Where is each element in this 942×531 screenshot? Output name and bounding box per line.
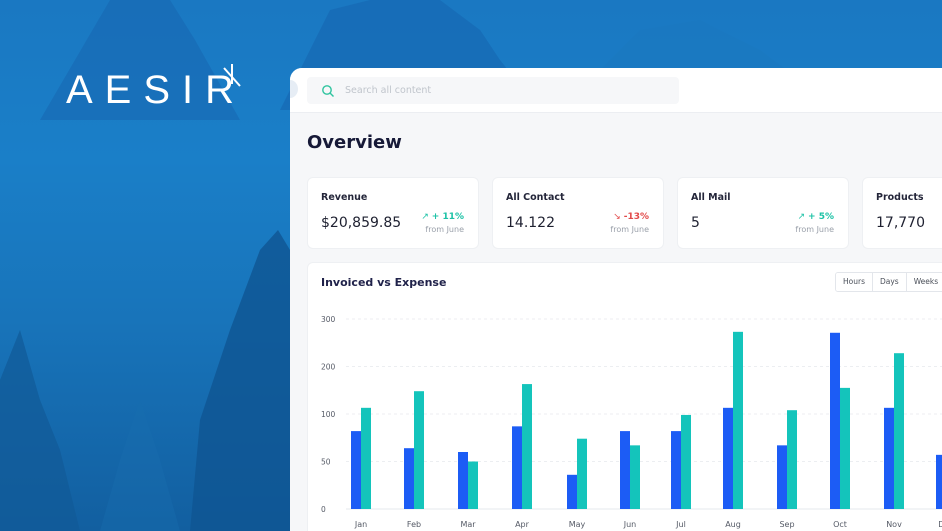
card-value: 14.122 xyxy=(506,215,555,231)
delta-value: + 5% xyxy=(808,212,834,222)
card-subtext: from June xyxy=(610,225,649,234)
bar[interactable] xyxy=(458,452,468,509)
card-delta: ↘ -13% xyxy=(613,212,649,222)
bar[interactable] xyxy=(567,474,577,509)
trend-up-icon: ↗ xyxy=(797,212,806,222)
card-value: 17,770 xyxy=(876,215,925,231)
stat-card-mail: All Mail 5 ↗ + 5% from June xyxy=(677,177,849,249)
bar[interactable] xyxy=(620,431,630,509)
x-tick-label: Jun xyxy=(623,520,637,529)
stat-card-revenue: Revenue $20,859.85 ↗ + 11% from June xyxy=(307,177,479,249)
bar-chart: 0 50 100 200 300 Jan Feb Mar Apr May Jun Jul Aug Sep O… xyxy=(321,315,942,529)
delta-value: + 11% xyxy=(431,212,464,222)
search-box[interactable] xyxy=(307,77,679,104)
bar[interactable] xyxy=(936,454,942,509)
page-title: Overview xyxy=(307,132,402,153)
search-icon xyxy=(322,84,334,97)
card-label: Products xyxy=(876,192,924,203)
y-tick-label: 0 xyxy=(321,505,326,514)
x-tick-label: Dec xyxy=(938,520,942,529)
x-tick-label: Oct xyxy=(833,520,847,529)
bar[interactable] xyxy=(404,448,414,509)
bar[interactable] xyxy=(468,461,478,510)
card-delta: ↗ + 11% xyxy=(421,212,464,222)
trend-down-icon: ↘ xyxy=(613,212,621,222)
range-weeks-button[interactable]: Weeks xyxy=(906,273,942,291)
y-tick-label: 100 xyxy=(321,410,336,419)
bar[interactable] xyxy=(361,407,371,509)
dashboard-panel: Overview Revenue $20,859.85 ↗ + 11% from… xyxy=(290,68,942,531)
bar[interactable] xyxy=(414,391,424,509)
bar[interactable] xyxy=(733,331,743,509)
card-label: All Contact xyxy=(506,192,565,203)
card-delta: ↗ + 5% xyxy=(798,212,834,222)
x-tick-label: Feb xyxy=(407,520,421,529)
bar[interactable] xyxy=(787,410,797,509)
card-label: All Mail xyxy=(691,192,731,203)
card-label: Revenue xyxy=(321,192,368,203)
top-bar xyxy=(290,68,942,113)
card-value: 5 xyxy=(691,215,700,231)
x-tick-label: Jan xyxy=(354,520,367,529)
sidebar-toggle-button[interactable] xyxy=(290,80,298,98)
invoiced-vs-expense-chart: Invoiced vs Expense Hours Days Weeks M 0… xyxy=(307,262,942,531)
bar[interactable] xyxy=(577,438,587,509)
card-value: $20,859.85 xyxy=(321,215,402,231)
x-tick-label: Aug xyxy=(725,520,741,529)
brand-mark-icon xyxy=(223,64,241,87)
x-tick-label: Mar xyxy=(460,520,476,529)
bar[interactable] xyxy=(777,445,787,509)
bar[interactable] xyxy=(681,414,691,509)
y-tick-label: 200 xyxy=(321,363,336,372)
x-tick-label: Sep xyxy=(779,520,794,529)
bar[interactable] xyxy=(671,431,681,509)
x-tick-label: May xyxy=(569,520,586,529)
x-tick-label: Apr xyxy=(515,520,530,529)
bar[interactable] xyxy=(512,426,522,509)
x-tick-label: Nov xyxy=(886,520,902,529)
time-range-selector: Hours Days Weeks M xyxy=(835,272,942,292)
range-days-button[interactable]: Days xyxy=(872,273,907,291)
bar[interactable] xyxy=(351,431,361,509)
delta-value: -13% xyxy=(623,212,649,222)
search-input[interactable] xyxy=(345,85,645,96)
stat-card-contacts: All Contact 14.122 ↘ -13% from June xyxy=(492,177,664,249)
card-subtext: from June xyxy=(425,225,464,234)
x-tick-label: Jul xyxy=(675,520,686,529)
brand-logo: AESIR xyxy=(66,68,247,112)
bar[interactable] xyxy=(840,387,850,509)
range-hours-button[interactable]: Hours xyxy=(836,273,873,291)
chart-title: Invoiced vs Expense xyxy=(321,276,447,289)
stat-card-products: Products 17,770 xyxy=(862,177,942,249)
bar[interactable] xyxy=(830,332,840,509)
bar[interactable] xyxy=(884,407,894,509)
trend-up-icon: ↗ xyxy=(421,212,429,222)
y-tick-label: 300 xyxy=(321,315,336,324)
bar[interactable] xyxy=(894,353,904,509)
card-subtext: from June xyxy=(795,225,834,234)
bar[interactable] xyxy=(723,407,733,509)
bar[interactable] xyxy=(630,445,640,509)
bar[interactable] xyxy=(522,384,532,509)
y-tick-label: 50 xyxy=(321,458,331,467)
